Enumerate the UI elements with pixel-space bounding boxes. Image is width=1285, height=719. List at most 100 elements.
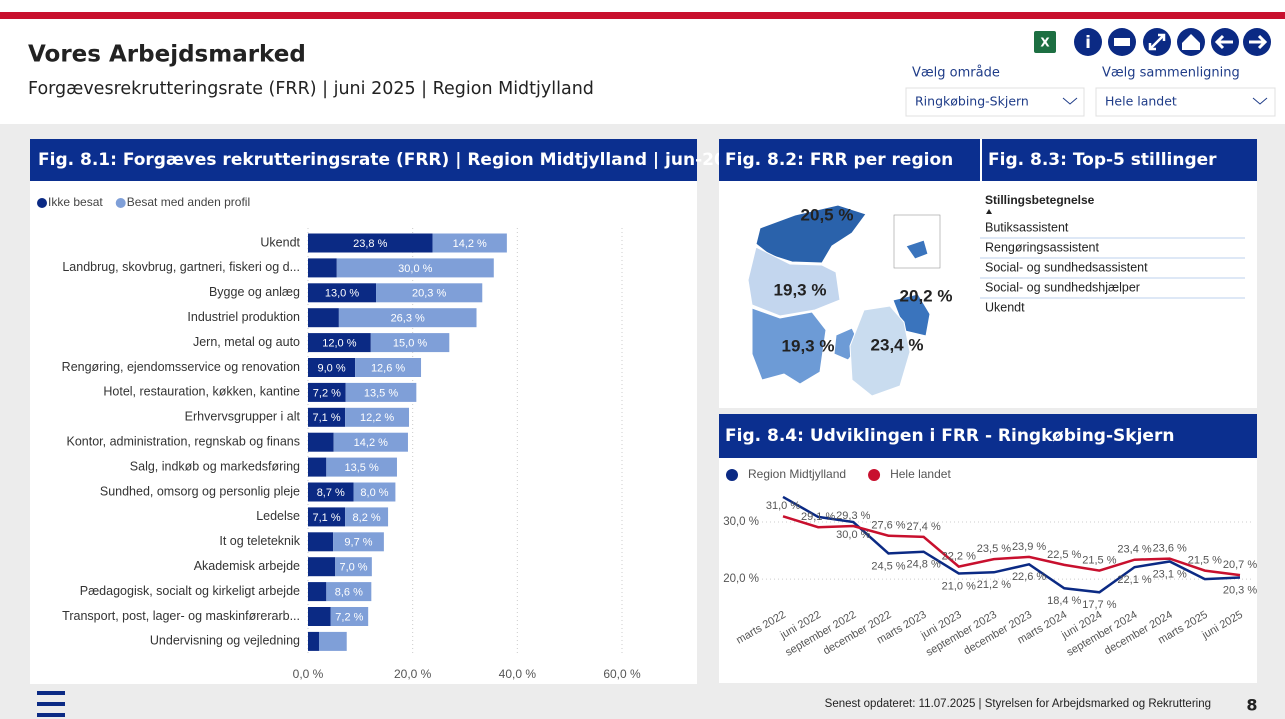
data-label: 15,0 % [393, 338, 427, 350]
data-label: 26,3 % [391, 313, 425, 325]
table-header: Stillingsbetegnelse [985, 193, 1095, 207]
dropdown-value: Hele landet [1105, 94, 1177, 109]
bar [308, 407, 346, 427]
data-label: 23,4 % [871, 335, 924, 354]
bar [308, 283, 377, 303]
table-cell: Social- og sundhedsassistent [985, 260, 1148, 274]
legend-label: Besat med anden profil [127, 195, 250, 209]
filter-label: Vælg område [912, 66, 1000, 81]
y-tick-label: Hotel, restauration, køkken, kantine [103, 385, 300, 399]
page-title: Vores Arbejdsmarked [28, 42, 306, 68]
data-label: 27,4 % [906, 521, 940, 533]
data-label: 21,5 % [1188, 554, 1222, 566]
data-label: 27,6 % [871, 520, 905, 532]
filter-label: Vælg sammenligning [1102, 66, 1240, 81]
excel-icon[interactable] [1034, 31, 1056, 53]
data-label: 22,6 % [1012, 571, 1046, 583]
bar [308, 631, 319, 651]
print-glyph [1114, 38, 1130, 46]
card-header [982, 139, 1257, 181]
data-label: 20,3 % [412, 288, 446, 300]
bar [333, 532, 384, 552]
y-tick-label: Undervisning og vejledning [150, 634, 300, 648]
bar [333, 432, 408, 452]
data-label: 12,2 % [360, 412, 394, 424]
data-label: 8,0 % [360, 487, 388, 499]
forward-glyph [1249, 34, 1268, 50]
data-label: 18,4 % [1047, 595, 1081, 607]
data-label: 7,1 % [313, 412, 341, 424]
data-label: 7,2 % [313, 387, 341, 399]
bar [326, 457, 397, 477]
data-label: 23,9 % [1012, 541, 1046, 553]
y-tick-label: 20,0 % [723, 573, 759, 585]
bar [308, 258, 337, 278]
legend-label: Region Midtjylland [748, 467, 846, 481]
data-label: 14,2 % [354, 437, 388, 449]
bar [432, 233, 507, 253]
data-label: 22,2 % [942, 551, 976, 563]
data-label: 23,6 % [1153, 543, 1187, 555]
bar [338, 308, 477, 328]
footer-source: Senest opdateret: 11.07.2025 | Styrelsen… [825, 698, 1211, 710]
data-label: 21,2 % [977, 579, 1011, 591]
bar [308, 382, 346, 402]
data-label: 29,1 % [801, 511, 835, 523]
data-label: 13,0 % [325, 288, 359, 300]
chart-title: Fig. 8.1: Forgæves rekrutteringsrate (FR… [38, 150, 749, 170]
bar [355, 358, 422, 377]
info-glyph: i [1085, 33, 1091, 53]
x-tick-label: 60,0 % [603, 667, 641, 681]
dropdown[interactable] [1095, 87, 1276, 117]
data-label: 12,6 % [371, 362, 405, 374]
y-tick-label: Salg, indkøb og markedsføring [130, 459, 300, 473]
y-tick-label: Jern, metal og auto [193, 335, 300, 349]
data-label: 22,5 % [1047, 549, 1081, 561]
excel-glyph: X [1040, 36, 1050, 50]
legend-marker [115, 198, 126, 208]
data-label: 30,0 % [836, 529, 870, 541]
data-label: 8,6 % [335, 587, 363, 599]
data-label: 20,2 % [900, 286, 953, 305]
data-label: 13,5 % [364, 387, 398, 399]
y-tick-label: Industriel produktion [187, 310, 300, 324]
y-tick-label: Erhvervsgrupper i alt [185, 410, 301, 424]
bar [326, 582, 372, 602]
data-label: 8,7 % [317, 487, 345, 499]
data-label: 17,7 % [1082, 599, 1116, 611]
bar [308, 607, 331, 626]
menu-icon[interactable] [37, 691, 65, 717]
data-label: 19,3 % [774, 280, 827, 299]
toolbar: X i [1034, 28, 1271, 56]
bar [353, 482, 396, 502]
data-label: 23,4 % [1117, 544, 1151, 556]
dropdown-value: Ringkøbing-Skjern [915, 94, 1029, 109]
legend-marker [37, 198, 47, 208]
data-label: 23,5 % [977, 543, 1011, 555]
table-cell: Social- og sundhedshjælper [985, 280, 1140, 294]
data-label: 29,3 % [836, 510, 870, 522]
data-label: 24,5 % [871, 560, 905, 572]
bar [308, 482, 354, 502]
data-label: 20,5 % [801, 205, 854, 224]
dropdown[interactable] [905, 87, 1085, 117]
bar [308, 557, 336, 577]
table-cell: Ukendt [985, 300, 1025, 314]
chart-title: Fig. 8.2: FRR per region [725, 150, 953, 170]
y-tick-label: Landbrug, skovbrug, gartneri, fiskeri og… [62, 260, 300, 274]
data-label: 31,0 % [766, 500, 800, 512]
map-region [751, 307, 827, 385]
card-header [719, 139, 980, 181]
y-tick-label: Kontor, administration, regnskab og fina… [67, 434, 300, 448]
bar [308, 432, 334, 452]
data-label: 20,7 % [1223, 559, 1257, 571]
page-number: 8 [1246, 696, 1257, 715]
data-label: 9,0 % [317, 362, 345, 374]
data-label: 21,5 % [1082, 554, 1116, 566]
bar [318, 631, 347, 651]
bar [345, 507, 389, 527]
info-icon[interactable] [1074, 28, 1102, 56]
x-tick-label: 40,0 % [499, 667, 537, 681]
data-label: 22,1 % [1117, 574, 1151, 586]
